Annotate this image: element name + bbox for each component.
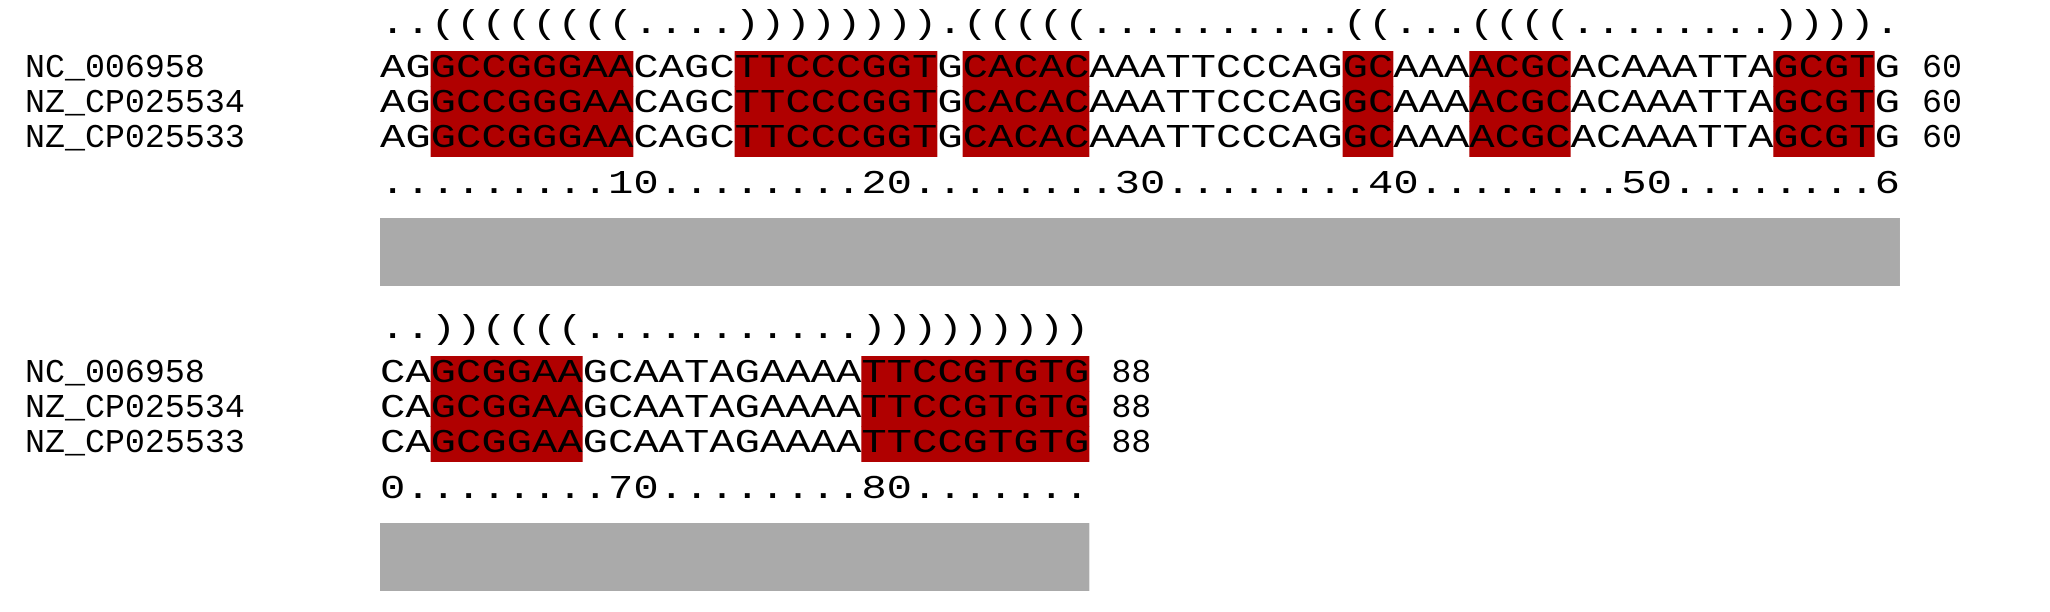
base-pair-highlight (962, 51, 1090, 87)
base-pair-highlight (1342, 86, 1394, 122)
end-position: 60 (1922, 84, 1962, 122)
sequence-name: NC_006958 (25, 354, 205, 392)
base-pair-highlight (1469, 51, 1571, 87)
sequence-name: NZ_CP025533 (25, 119, 245, 157)
sequence-text: CAGCGGAAGCAATAGAAAATTCCGTGTG (380, 424, 1089, 462)
sequence-name: NC_006958 (25, 49, 205, 87)
base-pair-highlight (962, 86, 1090, 122)
sequence-name: NZ_CP025534 (25, 389, 245, 427)
position-ruler: 0........70........80....... (380, 470, 1089, 508)
position-ruler: .........10........20........30........4… (380, 165, 1900, 203)
secondary-structure-line: ..((((((((....)))))))).(((((..........((… (380, 5, 1900, 43)
sequence-text: CAGCGGAAGCAATAGAAAATTCCGTGTG (380, 354, 1089, 392)
base-pair-highlight (1773, 86, 1875, 122)
secondary-structure-line: ..))((((...........))))))))) (380, 310, 1089, 348)
sequence-name: NZ_CP025533 (25, 424, 245, 462)
end-position: 88 (1111, 354, 1151, 392)
sequence-row: NZ_CP025533 CAGCGGAAGCAATAGAAAATTCCGTGTG 8… (25, 424, 1151, 462)
base-pair-highlight (430, 391, 583, 427)
base-pair-highlight (430, 426, 583, 462)
sequence-text: AGGCCGGGAACAGCTTCCCGGTGCACACAAATTCCCAGGC… (380, 119, 1900, 157)
sequence-row: NC_006958 CAGCGGAAGCAATAGAAAATTCCGTGTG 88 (25, 354, 1151, 392)
sequence-row: NZ_CP025533 AGGCCGGGAACAGCTTCCCGGTGCACACA… (25, 119, 1962, 157)
base-pair-highlight (1469, 86, 1571, 122)
base-pair-highlight (1773, 51, 1875, 87)
base-pair-highlight (734, 86, 938, 122)
sequence-text: CAGCGGAAGCAATAGAAAATTCCGTGTG (380, 389, 1089, 427)
end-position: 88 (1111, 389, 1151, 427)
conservation-bar (380, 523, 1090, 591)
sequence-text: AGGCCGGGAACAGCTTCCCGGTGCACACAAATTCCCAGGC… (380, 49, 1900, 87)
base-pair-highlight (962, 121, 1090, 157)
sequence-row: NZ_CP025534 CAGCGGAAGCAATAGAAAATTCCGTGTG 8… (25, 389, 1151, 427)
base-pair-highlight (430, 356, 583, 392)
end-position: 60 (1922, 119, 1962, 157)
base-pair-highlight (430, 51, 634, 87)
base-pair-highlight (861, 426, 1090, 462)
base-pair-highlight (734, 121, 938, 157)
alignment-block: ..((((((((....)))))))).(((((..........((… (25, 5, 1962, 286)
sequence-name: NZ_CP025534 (25, 84, 245, 122)
base-pair-highlight (861, 391, 1090, 427)
base-pair-highlight (1342, 51, 1394, 87)
sequence-row: NZ_CP025534 AGGCCGGGAACAGCTTCCCGGTGCACACA… (25, 84, 1962, 122)
end-position: 60 (1922, 49, 1962, 87)
base-pair-highlight (1773, 121, 1875, 157)
alignment-block: ..))((((...........))))))))) NC_006958 CAG… (25, 310, 1151, 591)
end-position: 88 (1111, 424, 1151, 462)
base-pair-highlight (734, 51, 938, 87)
base-pair-highlight (861, 356, 1090, 392)
base-pair-highlight (1342, 121, 1394, 157)
sequence-text: AGGCCGGGAACAGCTTCCCGGTGCACACAAATTCCCAGGC… (380, 84, 1900, 122)
base-pair-highlight (1469, 121, 1571, 157)
base-pair-highlight (430, 86, 634, 122)
conservation-bar (380, 218, 1900, 286)
base-pair-highlight (430, 121, 634, 157)
sequence-row: NC_006958 AGGCCGGGAACAGCTTCCCGGTGCACACAAA… (25, 49, 1962, 87)
